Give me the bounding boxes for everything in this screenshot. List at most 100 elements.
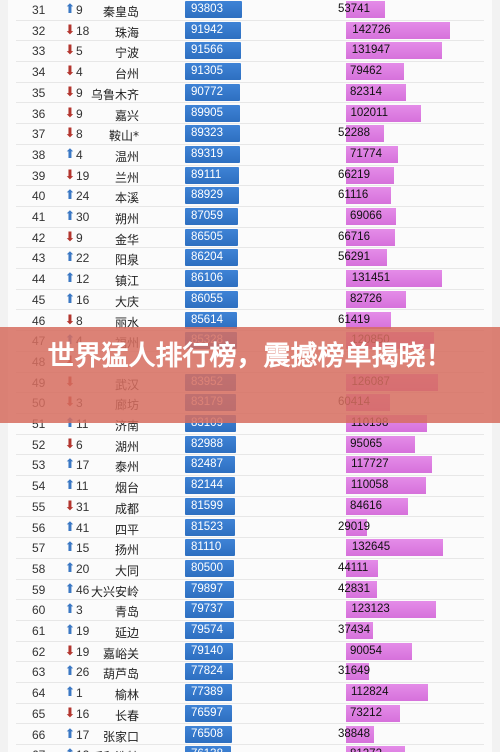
city-name: 大兴安岭 (90, 584, 139, 599)
gdp-value: 82988 (191, 437, 223, 450)
rank-number: 63 (32, 665, 46, 680)
arrow-up-icon: ⬆ (64, 747, 76, 752)
arrow-up-icon: ⬆ (64, 478, 76, 494)
rank-change: 8 (76, 313, 83, 328)
table-row: 62 ⬇ 19 嘉峪关 79140 90054 (16, 642, 484, 663)
pop-value: 69066 (350, 210, 382, 222)
arrow-up-icon: ⬆ (64, 602, 76, 618)
rank-change: 9 (76, 3, 83, 17)
pop-bar (346, 21, 451, 39)
arrow-down-icon: ⬇ (64, 498, 76, 514)
rank-change: 16 (76, 706, 90, 721)
pop-value: 131451 (351, 272, 391, 285)
rank-number: 42 (32, 230, 46, 245)
pop-bar (346, 435, 416, 453)
pop-bar (346, 145, 399, 163)
arrow-down-icon: ⬇ (64, 84, 76, 100)
pop-bar (346, 311, 391, 329)
pop-bar (346, 83, 407, 101)
gdp-value: 81523 (191, 520, 223, 533)
pop-bar (346, 249, 388, 267)
pop-value: 71774 (350, 147, 382, 160)
rank-change: 12 (76, 748, 106, 752)
gdp-value: 81110 (191, 541, 222, 554)
rank-number: 36 (32, 106, 46, 121)
rank-number: 33 (32, 44, 46, 59)
table-row: 55 ⬇ 31 成都 81599 84616 (16, 497, 484, 518)
gdp-bar (185, 270, 238, 288)
pop-bar (346, 270, 443, 288)
arrow-up-icon: ⬆ (64, 271, 76, 287)
gdp-value: 86505 (191, 230, 223, 243)
table-row: 63 ⬆ 26 葫芦岛 77824 31649 (16, 662, 484, 684)
rank-change: 46 (76, 582, 90, 597)
city-name: 兰州 (114, 170, 139, 185)
gdp-bar (185, 601, 234, 619)
table-row: 33 ⬇ 5 宁波 91566 131947 (16, 41, 484, 63)
arrow-up-icon: ⬆ (64, 664, 76, 680)
rank-change: 31 (76, 499, 90, 514)
arrow-down-icon: ⬇ (64, 643, 76, 659)
arrow-up-icon: ⬆ (64, 188, 76, 204)
gdp-bar (185, 684, 233, 702)
city-name: 长春 (114, 708, 139, 723)
table-row: 57 ⬆ 15 扬州 81110 132645 (16, 538, 484, 559)
rank-change: 18 (76, 23, 90, 38)
city-name: 泰州 (114, 460, 139, 475)
gdp-value: 79897 (191, 582, 223, 595)
gdp-bar (185, 456, 236, 474)
city-name: 成都 (114, 501, 139, 516)
city-name: 大同 (114, 563, 139, 578)
table-row: 39 ⬇ 19 兰州 89111 66219 (16, 166, 484, 187)
gdp-bar (185, 187, 240, 205)
pop-value: 95065 (350, 437, 383, 450)
rank-number: 40 (32, 189, 46, 204)
table-row: 40 ⬆ 24 本溪 88929 61116 (16, 186, 484, 207)
gdp-bar (185, 208, 239, 225)
rank-number: 41 (32, 210, 46, 224)
table-row: 64 ⬆ 1 榆林 77389 112824 (16, 683, 484, 704)
gdp-bar (185, 642, 234, 660)
pop-value: 82726 (350, 292, 382, 305)
pop-value: 42831 (338, 582, 370, 595)
gdp-bar (185, 21, 242, 39)
city-name: 榆林 (114, 688, 139, 703)
table-row: 31 ⬆ 9 秦皇岛 93803 53741 (16, 0, 484, 21)
gdp-value: 89111 (191, 168, 222, 181)
gdp-value: 86106 (191, 272, 223, 285)
arrow-down-icon: ⬇ (64, 436, 76, 452)
rank-change: 8 (76, 127, 83, 142)
city-name: 阳泉 (114, 253, 139, 268)
pop-bar (346, 63, 405, 81)
rank-change: 30 (76, 210, 90, 224)
pop-bar (346, 725, 375, 743)
table-row: 54 ⬆ 11 烟台 82144 110058 (16, 476, 484, 497)
arrow-up-icon: ⬆ (64, 291, 76, 307)
arrow-up-icon: ⬆ (64, 519, 76, 535)
arrow-up-icon: ⬆ (64, 146, 76, 162)
rank-number: 64 (32, 686, 46, 701)
rank-change: 9 (76, 230, 83, 245)
pop-value: 117727 (351, 458, 389, 471)
gdp-value: 91305 (191, 65, 223, 78)
pop-value: 131947 (351, 44, 391, 57)
gdp-bar (185, 104, 240, 122)
gdp-bar (185, 704, 232, 722)
rank-number: 56 (32, 520, 46, 535)
city-name: 扬州 (114, 543, 139, 558)
city-name: 湖州 (114, 439, 139, 454)
city-name: 四平 (114, 522, 139, 537)
table-row: 67⬆12呼和浩特 76138 81272 (16, 745, 484, 752)
arrow-up-icon: ⬆ (64, 457, 76, 473)
gdp-value: 77824 (191, 665, 223, 678)
arrow-up-icon: ⬆ (64, 581, 76, 597)
rank-number: 53 (32, 458, 46, 473)
arrow-up-icon: ⬆ (64, 685, 76, 701)
gdp-bar (185, 145, 240, 163)
arrow-up-icon: ⬆ (64, 250, 76, 266)
gdp-bar (185, 83, 241, 101)
pop-bar (346, 1, 386, 18)
city-name: 丽水 (114, 315, 139, 330)
gdp-bar (185, 539, 235, 557)
pop-bar (346, 518, 368, 536)
